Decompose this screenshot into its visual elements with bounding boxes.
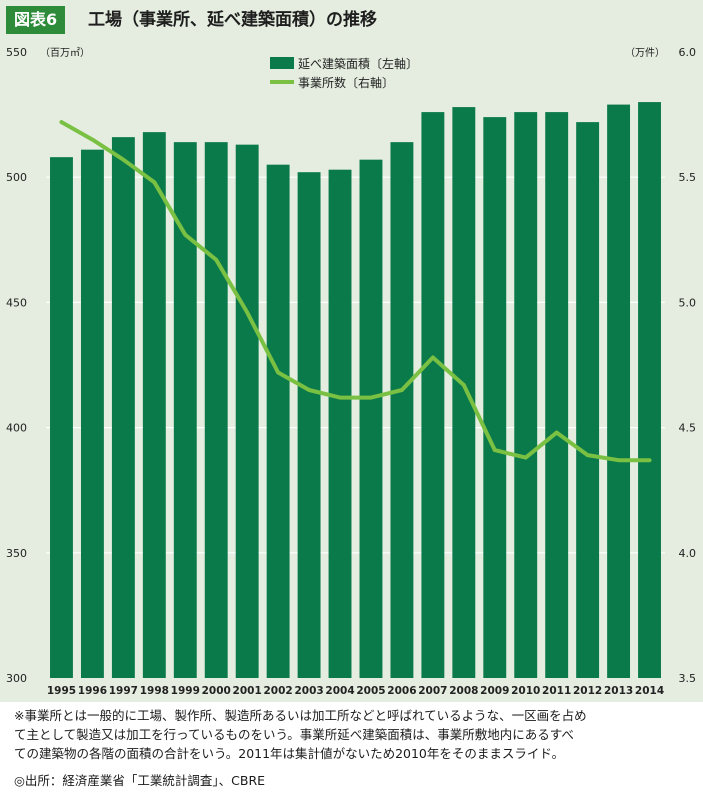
line-point	[214, 258, 219, 262]
x-tick-label: 1997	[109, 685, 138, 697]
x-tick-label: 2000	[202, 685, 231, 697]
left-tick-label: 300	[6, 672, 27, 685]
bar	[576, 122, 600, 678]
line-point	[121, 157, 126, 162]
x-tick-label: 1998	[140, 685, 169, 697]
line-point	[338, 395, 342, 400]
x-tick-label: 2008	[449, 685, 478, 697]
line-point	[276, 370, 280, 375]
figure-badge: 図表6	[6, 6, 66, 34]
bar	[80, 149, 104, 678]
legend: 延べ建築面積〔左軸〕事業所数〔右軸〕	[270, 56, 418, 90]
right-tick-label: 6.0	[679, 46, 697, 59]
x-tick-label: 1996	[78, 685, 107, 697]
bar	[142, 132, 166, 678]
x-tick-label: 2001	[233, 685, 262, 697]
x-tick-label: 2011	[542, 685, 571, 697]
axes: 300 350 400 450 500 550 3.5 4.0 4.5 5.0 5.5 6.0 （百万㎡…	[6, 46, 696, 697]
x-tick-label: 2013	[604, 685, 633, 697]
bar	[235, 144, 259, 678]
line-series	[59, 120, 652, 463]
line-point	[554, 430, 559, 435]
right-tick-label: 4.5	[679, 422, 697, 435]
gridlines	[46, 176, 665, 554]
bar	[545, 112, 569, 678]
x-tick-label: 2009	[480, 685, 509, 697]
left-tick-label: 550	[6, 46, 27, 59]
x-tick-label: 1999	[171, 685, 200, 697]
footnote-line-2: て主として製造又は加工を行っているものをいう。事業所延べ建築面積は、事業所敷地内…	[14, 727, 574, 742]
line-point	[462, 383, 466, 387]
line-point	[647, 458, 652, 462]
bar	[390, 142, 414, 679]
line-point	[523, 455, 528, 460]
bar	[50, 157, 73, 679]
line-point	[307, 388, 311, 392]
left-tick-label: 450	[6, 296, 27, 309]
line-point	[90, 137, 95, 142]
series-line	[59, 120, 652, 463]
line-point	[183, 232, 188, 237]
bar	[173, 142, 197, 679]
x-tick-label: 2007	[418, 685, 447, 697]
legend-label-line: 事業所数〔右軸〕	[298, 75, 394, 90]
bar	[452, 107, 476, 678]
bar	[204, 142, 228, 679]
bar	[638, 102, 661, 678]
source-note: ◎出所：経済産業省「工業統計調査」、CBRE	[14, 773, 266, 788]
line-point	[400, 388, 404, 392]
left-tick-label: 500	[6, 171, 27, 184]
x-tick-label: 2014	[635, 685, 664, 697]
line-point	[152, 180, 157, 185]
bar	[607, 104, 631, 679]
title-bar: 図表6 工場（事業所、延べ建築面積）の推移	[0, 0, 703, 40]
bar	[328, 169, 352, 679]
bar	[111, 137, 135, 679]
x-tick-label: 2006	[387, 685, 416, 697]
legend-label-bar: 延べ建築面積〔左軸〕	[298, 56, 418, 71]
footnote-line-1: ※事業所とは一般的に工場、製作所、製造所あるいは加工所などと呼ばれているような、…	[14, 708, 587, 723]
x-tick-label: 1995	[47, 685, 76, 697]
bar	[297, 172, 321, 678]
legend-swatch-bar	[270, 57, 294, 69]
line-point	[431, 355, 435, 360]
x-tick-label: 2004	[325, 685, 354, 697]
line-point	[585, 453, 590, 457]
left-tick-label: 350	[6, 547, 27, 560]
bar	[421, 112, 445, 678]
bar	[514, 112, 538, 678]
chart: 300 350 400 450 500 550 3.5 4.0 4.5 5.0 5.5 6.0 （百万㎡…	[6, 46, 696, 697]
bar	[266, 164, 290, 678]
x-tick-label: 2012	[573, 685, 602, 697]
left-axis-unit: （百万㎡）	[40, 47, 90, 59]
bar	[359, 159, 383, 678]
x-tick-label: 2005	[356, 685, 385, 697]
line-point	[59, 120, 64, 124]
right-axis-unit: （万件）	[625, 47, 665, 59]
line-point	[616, 458, 621, 462]
x-tick-label: 2010	[511, 685, 540, 697]
line-point	[369, 395, 373, 400]
bar	[483, 117, 507, 678]
right-tick-label: 4.0	[679, 547, 697, 560]
line-point	[245, 310, 249, 315]
right-tick-label: 3.5	[679, 672, 697, 685]
chart-title: 工場（事業所、延べ建築面積）の推移	[88, 10, 377, 30]
right-tick-label: 5.0	[679, 296, 697, 309]
line-point	[492, 448, 497, 452]
x-tick-label: 2002	[264, 685, 293, 697]
bars	[50, 102, 661, 679]
right-tick-label: 5.5	[679, 171, 697, 184]
footnote: ※事業所とは一般的に工場、製作所、製造所あるいは加工所などと呼ばれているような、…	[14, 706, 694, 763]
x-tick-label: 2003	[294, 685, 323, 697]
footnote-line-3: ての建築物の各階の面積の合計をいう。2011年は集計値がないため2010年をその…	[14, 746, 565, 761]
left-tick-label: 400	[6, 422, 27, 435]
